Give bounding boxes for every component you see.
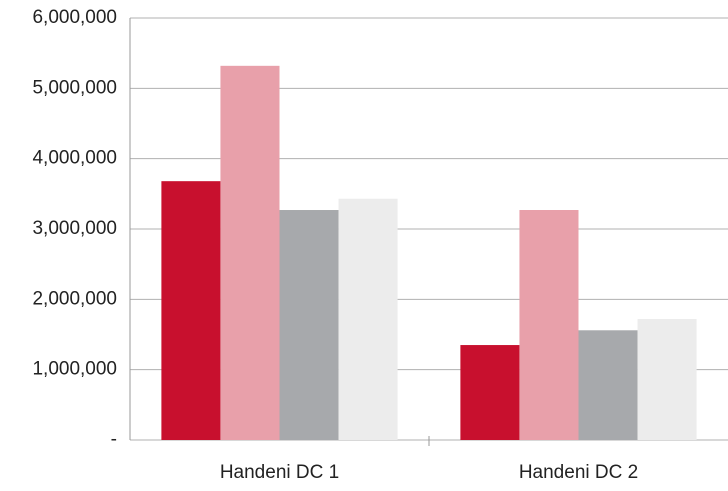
bar xyxy=(578,330,638,440)
x-tick-label: Handeni DC 1 xyxy=(220,462,339,483)
bar xyxy=(161,181,221,440)
bar xyxy=(519,210,579,440)
bar xyxy=(220,65,280,441)
y-tick-label: - xyxy=(111,429,117,450)
y-tick-label: 6,000,000 xyxy=(32,7,117,28)
y-tick-label: 3,000,000 xyxy=(32,218,117,239)
y-tick-label: 4,000,000 xyxy=(32,148,117,169)
x-tick-label: Handeni DC 2 xyxy=(519,462,638,483)
y-tick-label: 1,000,000 xyxy=(32,359,117,380)
bar xyxy=(338,198,398,440)
bar xyxy=(460,345,520,440)
y-tick-label: 5,000,000 xyxy=(32,77,117,98)
y-tick-label: 2,000,000 xyxy=(32,288,117,309)
bar xyxy=(637,319,697,440)
bar xyxy=(279,210,339,440)
